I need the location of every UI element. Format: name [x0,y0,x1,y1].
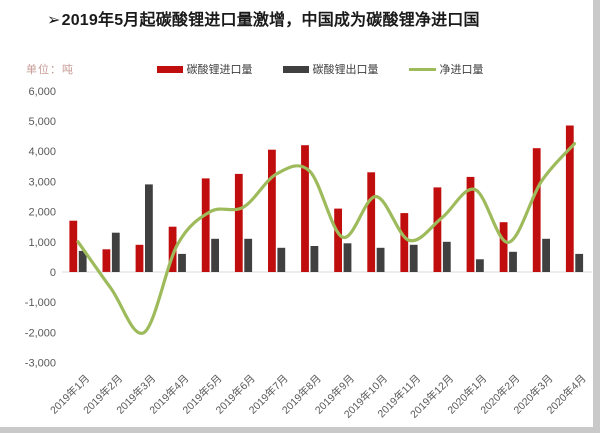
import-bar [268,149,276,272]
title-text: 2019年5月起碳酸锂进口量激增，中国成为碳酸锂净进口国 [61,12,480,29]
bar-line-chart: 6,000 5,000 4,000 3,000 2,000 1,000 0 -1,000 -2,… [25,86,592,421]
y-axis-tick-label: 1,000 [28,237,56,249]
export-bar [78,250,87,272]
axis-unit-label: 单位：吨 [26,64,74,76]
legend-bar-swatch-icon [282,65,309,73]
page-title: ➢2019年5月起碳酸锂进口量激增，中国成为碳酸锂净进口国 [47,6,587,30]
net-import-line [76,142,577,335]
export-bar [145,184,153,272]
legend-item-1: 碳酸锂出口量 [282,61,379,77]
legend-item-0: 碳酸锂进口量 [156,61,253,77]
export-bar [277,247,286,272]
y-axis-tick-label: 0 [50,267,56,279]
legend-label: 碳酸锂进口量 [186,64,253,76]
legend-label: 碳酸锂出口量 [312,64,379,76]
export-bar [310,246,319,272]
import-bar [499,222,508,272]
y-axis-tick-label: -2,000 [25,327,56,339]
import-bar [168,226,177,272]
y-axis-tick-label: 6,000 [28,86,56,98]
legend-line-swatch-icon [408,67,436,71]
import-bar [102,249,111,272]
import-bar [334,208,342,272]
import-bar [201,178,210,272]
import-bar [433,187,442,272]
y-axis-tick-label: 4,000 [28,146,56,158]
export-bar [442,241,451,272]
legend-item-2: 净进口量 [408,61,484,77]
export-bar [244,238,253,272]
slide-page: ➢2019年5月起碳酸锂进口量激增，中国成为碳酸锂净进口国 单位：吨 碳酸锂进口… [0,0,593,427]
export-bar [509,251,517,272]
import-bar [565,125,574,272]
y-axis-tick-label: 5,000 [28,116,56,128]
legend-label: 净进口量 [439,64,484,76]
import-bar [400,213,409,272]
export-bar [409,244,418,272]
y-axis-tick-label: -1,000 [25,297,56,309]
chart-legend: 碳酸锂进口量 碳酸锂出口量 净进口量 [60,59,580,79]
export-bar [178,253,186,272]
y-axis-tick-label: 3,000 [28,176,56,188]
y-axis-tick-label: 2,000 [28,207,56,219]
title-bullet-icon: ➢ [47,12,61,29]
y-axis-tick-label: -3,000 [25,358,56,370]
import-bar [135,244,144,272]
export-bar [575,253,584,272]
import-bar [69,220,78,272]
export-bar [211,238,219,272]
import-bar [234,173,243,272]
export-bar [476,259,484,272]
export-bar [376,247,385,272]
legend-bar-swatch-icon [156,65,183,73]
export-bar [542,238,550,272]
import-bar [466,176,475,272]
import-bar [532,148,541,272]
import-bar [301,145,309,272]
export-bar [111,232,120,272]
export-bar [343,243,352,272]
import-bar [367,172,376,272]
